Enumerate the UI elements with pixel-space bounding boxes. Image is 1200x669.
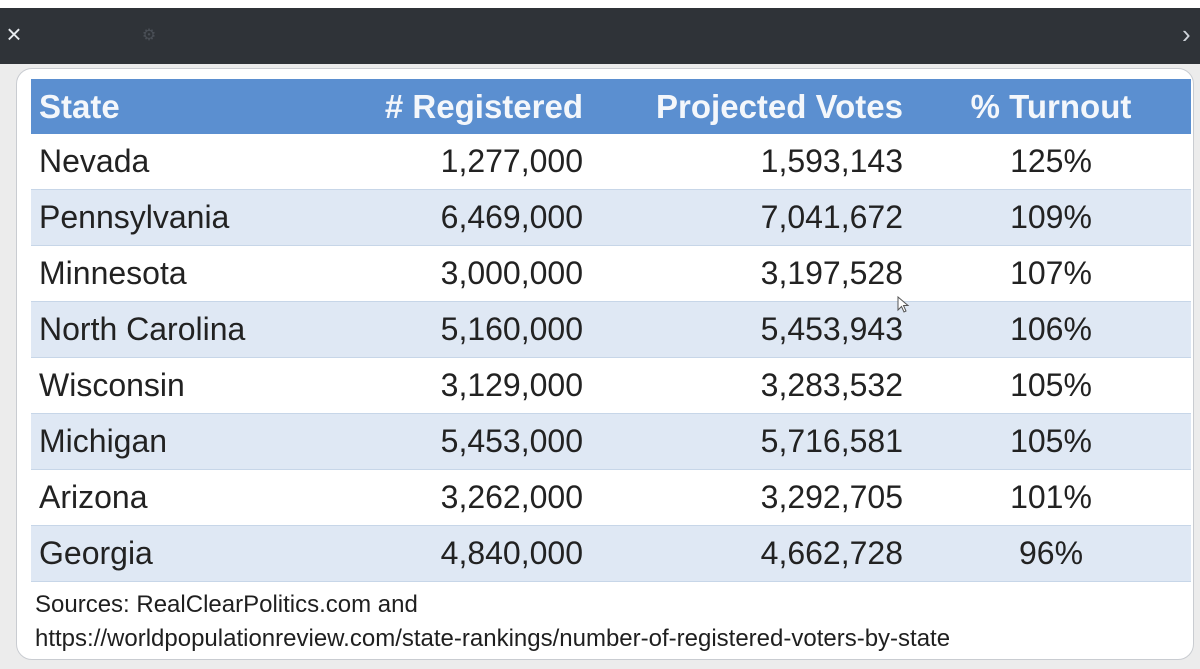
cell-state: Arizona — [31, 469, 301, 526]
cell-registered: 3,262,000 — [301, 469, 591, 526]
toolbar-icon[interactable]: ⚙ — [141, 27, 157, 44]
cell-turnout: 96% — [911, 525, 1191, 582]
table-header-row: State # Registered Projected Votes % Tur… — [31, 79, 1191, 134]
cell-registered: 3,000,000 — [301, 245, 591, 302]
table-row: Nevada 1,277,000 1,593,143 125% — [31, 134, 1191, 190]
next-arrow-icon[interactable]: › — [1182, 20, 1191, 48]
cell-turnout: 105% — [911, 357, 1191, 414]
cell-projected: 5,453,943 — [591, 301, 911, 358]
cell-state: Minnesota — [31, 245, 301, 302]
cell-projected: 7,041,672 — [591, 189, 911, 246]
cell-projected: 3,197,528 — [591, 245, 911, 302]
header-state: State — [31, 79, 301, 134]
cell-turnout: 106% — [911, 301, 1191, 358]
data-sheet: State # Registered Projected Votes % Tur… — [31, 79, 1191, 656]
table-row: Michigan 5,453,000 5,716,581 105% — [31, 413, 1191, 470]
table-row: North Carolina 5,160,000 5,453,943 106% — [31, 301, 1191, 358]
mouse-cursor-icon — [897, 296, 910, 313]
header-registered: # Registered — [301, 79, 591, 134]
viewer-title-placeholder — [470, 27, 560, 47]
cell-registered: 4,840,000 — [301, 525, 591, 582]
header-turnout: % Turnout — [911, 79, 1191, 134]
table-row: Minnesota 3,000,000 3,197,528 107% — [31, 245, 1191, 302]
cell-projected: 5,716,581 — [591, 413, 911, 470]
cell-projected: 4,662,728 — [591, 525, 911, 582]
cell-state: Wisconsin — [31, 357, 301, 414]
cell-turnout: 125% — [911, 134, 1191, 190]
cell-projected: 1,593,143 — [591, 134, 911, 190]
cell-registered: 6,469,000 — [301, 189, 591, 246]
cell-projected: 3,292,705 — [591, 469, 911, 526]
cell-turnout: 101% — [911, 469, 1191, 526]
sources-line-2: https://worldpopulationreview.com/state-… — [35, 625, 951, 652]
cell-state: Michigan — [31, 413, 301, 470]
header-projected-votes: Projected Votes — [591, 79, 911, 134]
slide-frame: State # Registered Projected Votes % Tur… — [16, 68, 1194, 660]
turnout-table: State # Registered Projected Votes % Tur… — [31, 79, 1191, 582]
cell-state: North Carolina — [31, 301, 301, 358]
cell-turnout: 109% — [911, 189, 1191, 246]
cell-state: Nevada — [31, 134, 301, 190]
sources-line-1: Sources: RealClearPolitics.com and — [35, 591, 418, 618]
viewer-titlebar: × ⚙ › — [0, 8, 1200, 64]
cell-turnout: 105% — [911, 413, 1191, 470]
cell-state: Pennsylvania — [31, 189, 301, 246]
cell-registered: 3,129,000 — [301, 357, 591, 414]
top-strip — [0, 0, 1200, 8]
cell-registered: 5,160,000 — [301, 301, 591, 358]
cell-registered: 5,453,000 — [301, 413, 591, 470]
table-row: Pennsylvania 6,469,000 7,041,672 109% — [31, 189, 1191, 246]
table-row: Georgia 4,840,000 4,662,728 96% — [31, 525, 1191, 582]
cell-state: Georgia — [31, 525, 301, 582]
cell-turnout: 107% — [911, 245, 1191, 302]
cell-projected: 3,283,532 — [591, 357, 911, 414]
table-row: Wisconsin 3,129,000 3,283,532 105% — [31, 357, 1191, 414]
cell-registered: 1,277,000 — [301, 134, 591, 190]
table-row: Arizona 3,262,000 3,292,705 101% — [31, 469, 1191, 526]
sources-note: Sources: RealClearPolitics.com and https… — [31, 588, 1191, 656]
close-icon[interactable]: × — [6, 19, 22, 49]
